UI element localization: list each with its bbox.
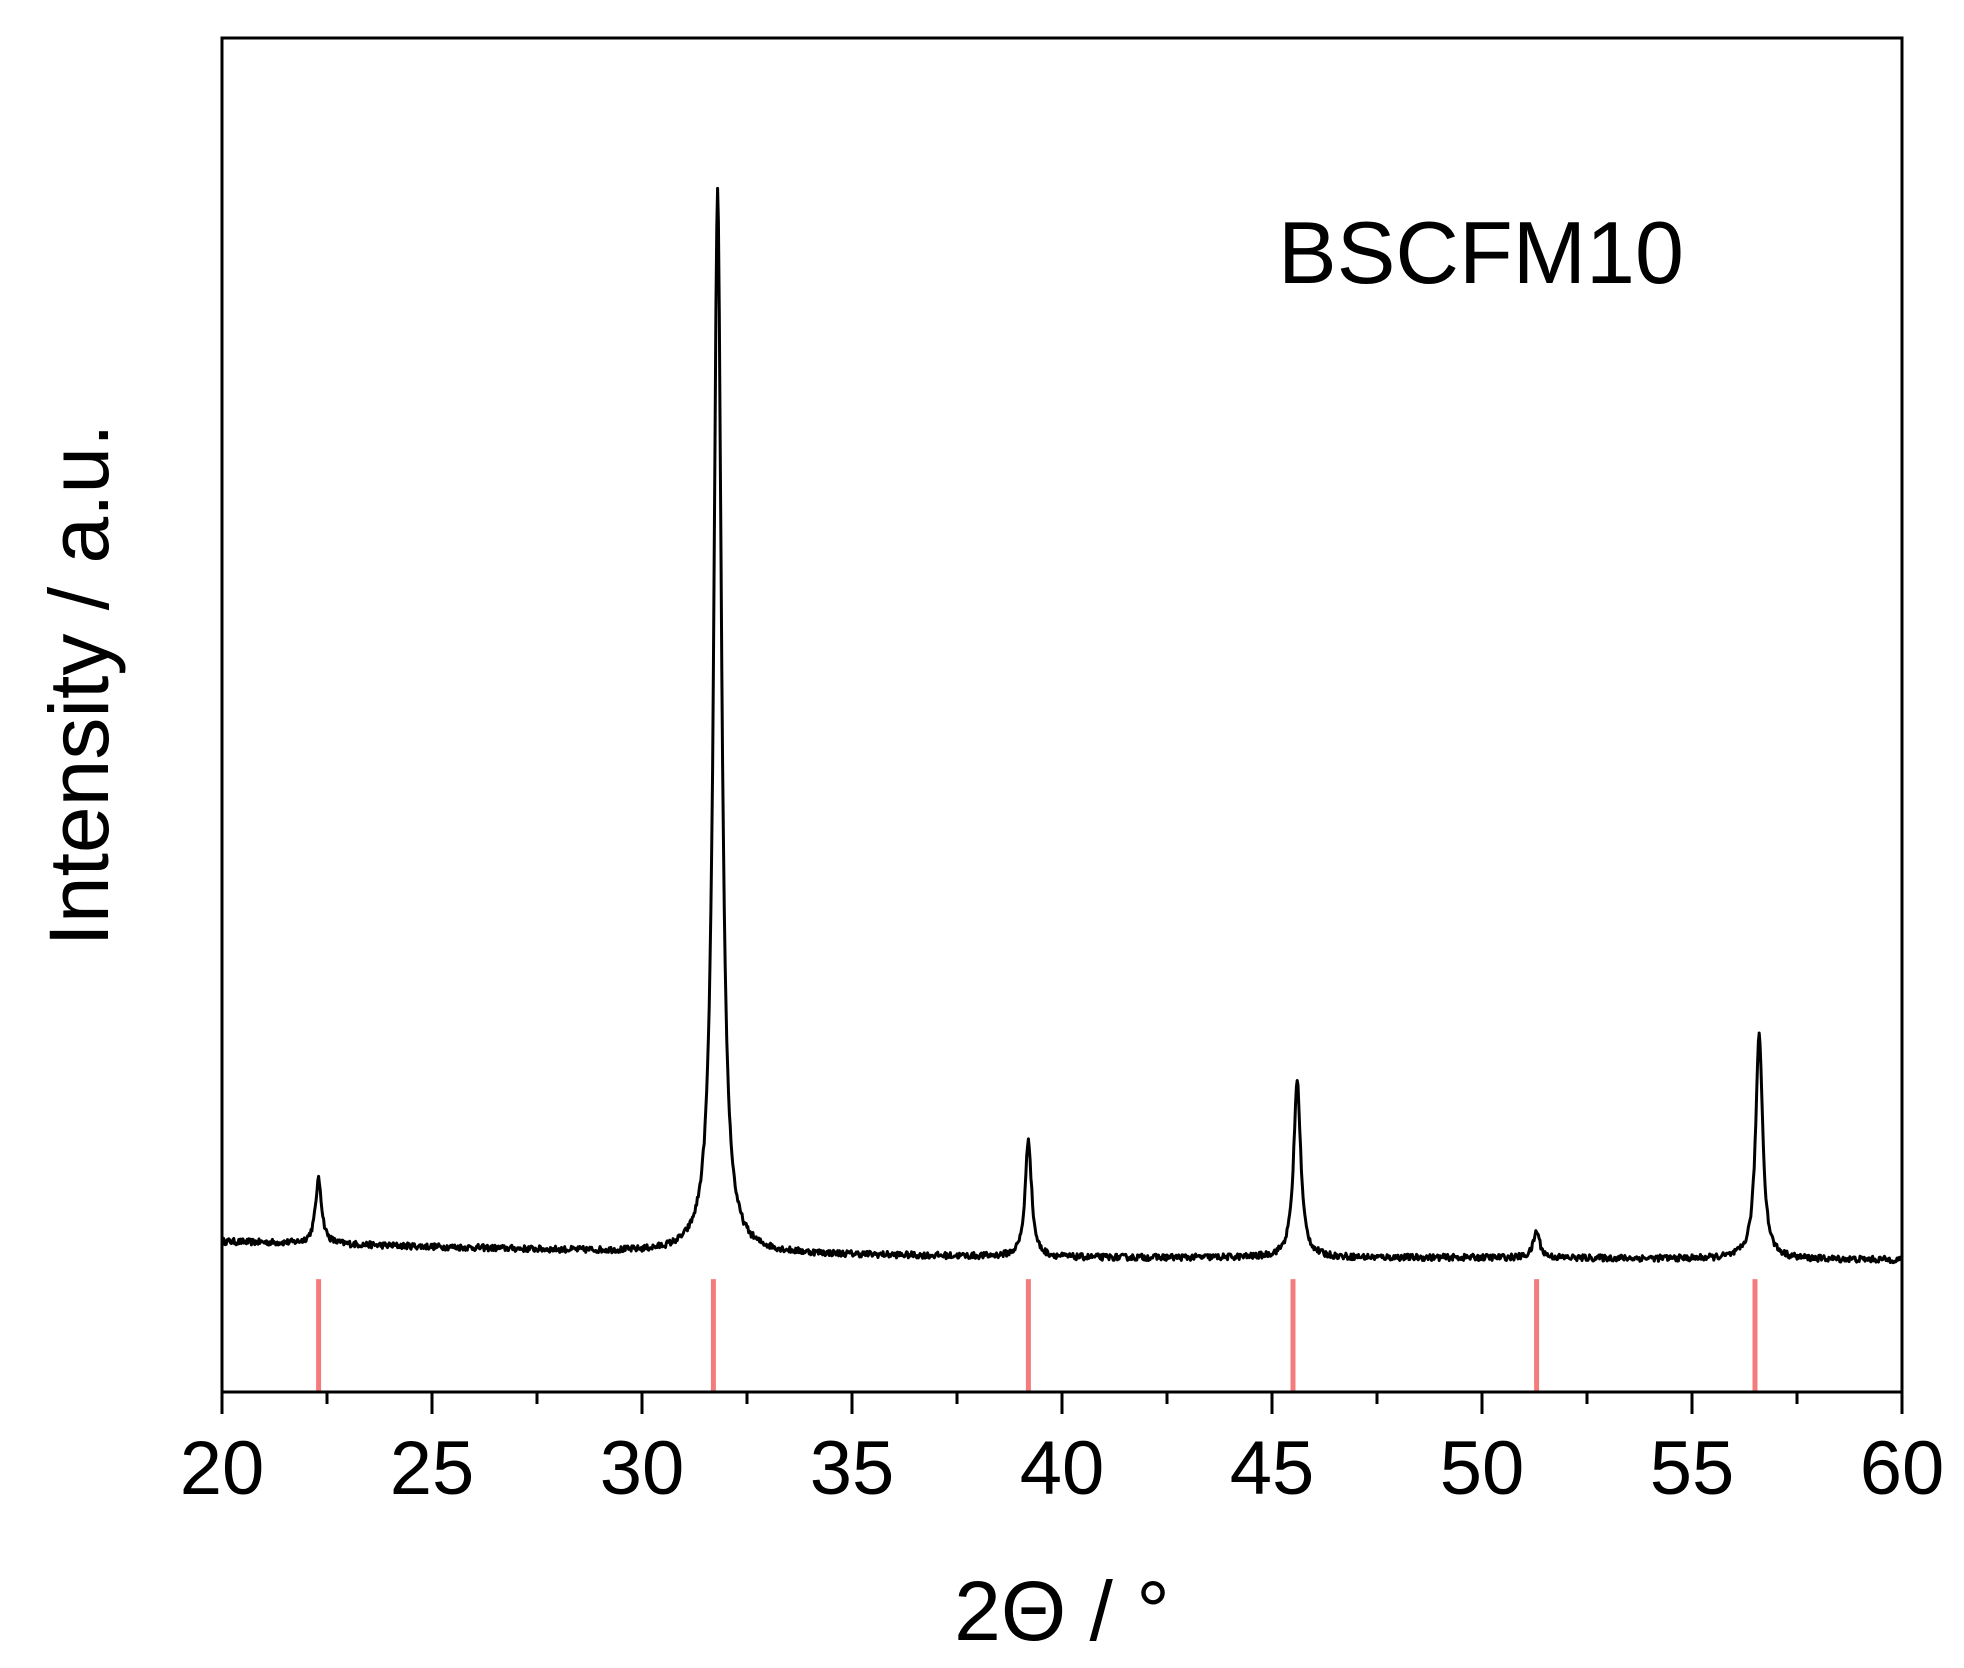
x-tick-label: 25: [390, 1426, 475, 1511]
reference-lines: [316, 1279, 1758, 1392]
x-tick-label: 30: [600, 1426, 685, 1511]
x-tick-label: 45: [1230, 1426, 1315, 1511]
x-tick-label: 50: [1440, 1426, 1525, 1511]
xrd-pattern-line: [220, 186, 1904, 1265]
x-tick-label: 40: [1020, 1426, 1105, 1511]
x-tick-label: 35: [810, 1426, 895, 1511]
x-axis-ticks: 20 25 30 35 40 45 50 55 60: [180, 1392, 1945, 1511]
x-axis-title: 2Θ / °: [954, 1564, 1170, 1658]
x-tick-label: 20: [180, 1426, 265, 1511]
sample-label: BSCFM10: [1278, 203, 1684, 302]
x-tick-label: 60: [1860, 1426, 1945, 1511]
x-tick-label: 55: [1650, 1426, 1735, 1511]
y-axis-title: Intensity / a.u.: [32, 424, 126, 947]
